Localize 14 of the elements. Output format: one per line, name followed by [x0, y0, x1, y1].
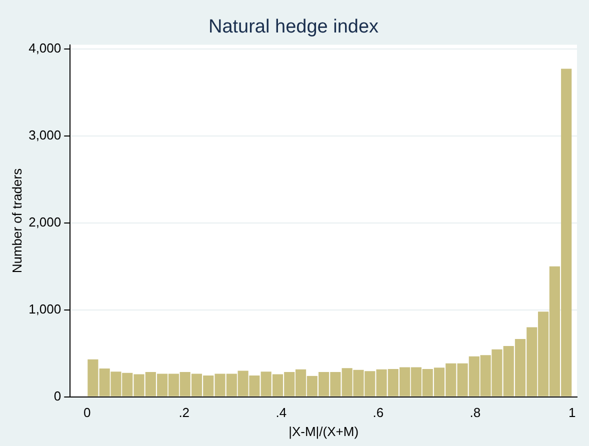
x-tick-label: .8	[470, 405, 481, 420]
y-tick-label: 4,000	[28, 40, 62, 56]
chart-title: Natural hedge index	[208, 16, 380, 38]
y-tick-label: 0	[54, 388, 62, 404]
y-tick-label: 2,000	[28, 214, 62, 230]
x-tick-label: 1	[568, 405, 576, 420]
x-tick-label: .6	[372, 405, 384, 420]
y-axis-title: Number of traders	[9, 168, 24, 274]
y-tick-label: 3,000	[28, 128, 62, 143]
x-tick-label: .4	[276, 405, 287, 420]
x-tick-label: 0	[83, 405, 91, 420]
y-tick-label: 1,000	[28, 301, 62, 316]
x-tick-label: .2	[178, 405, 190, 420]
x-axis-title: |X-M|/(X+M)	[288, 424, 359, 439]
